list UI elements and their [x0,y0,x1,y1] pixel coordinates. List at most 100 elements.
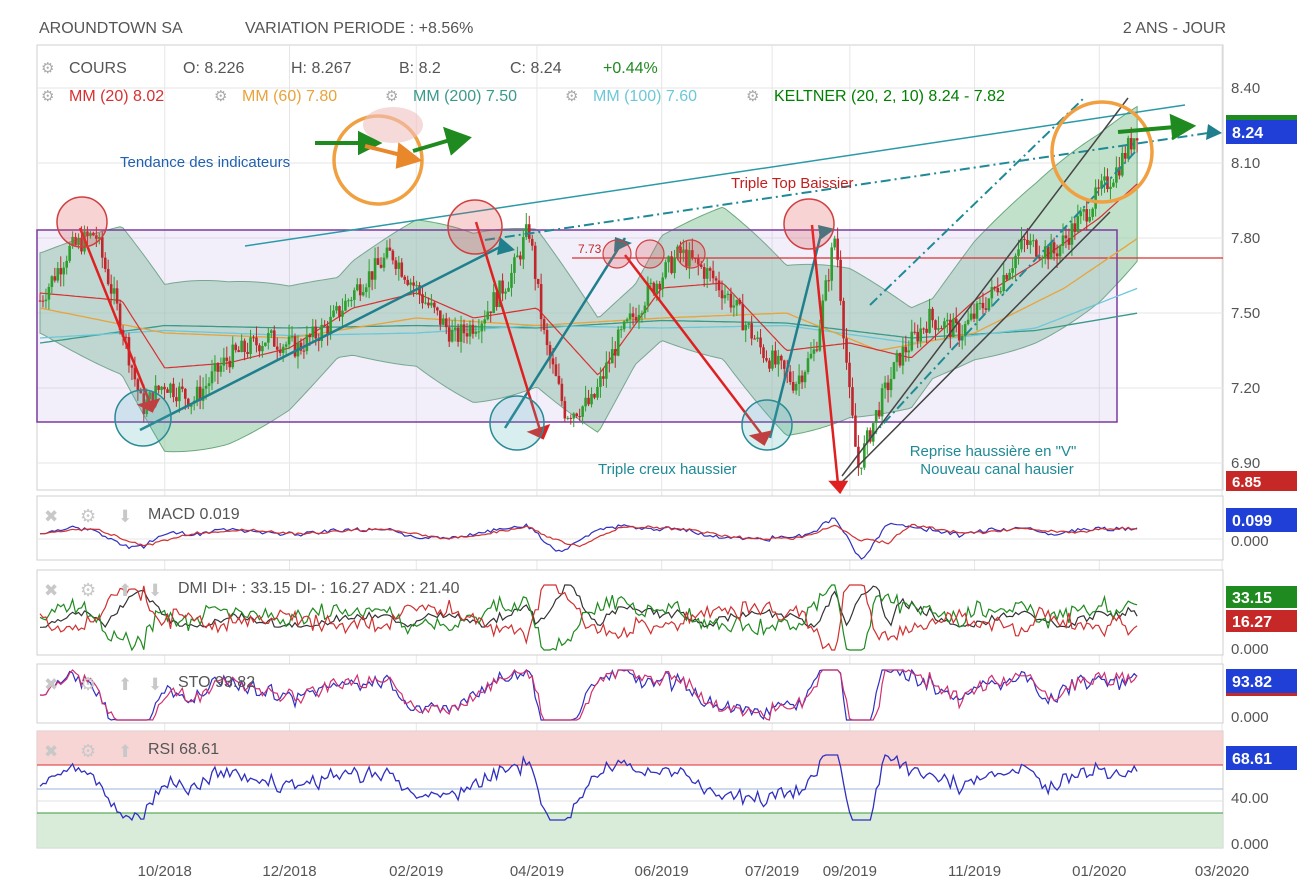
candle-body [655,283,659,294]
candle [269,329,273,339]
dmi-down-icon[interactable]: ⬇ [148,581,162,600]
candle-body [711,270,715,279]
period-selector[interactable]: 2 ANS - JOUR [1123,20,1226,37]
candle [281,343,285,363]
candle [412,275,415,297]
candle [178,382,181,413]
candle [513,253,516,284]
candle [59,256,63,287]
candle-body [112,288,116,294]
rsi-up-icon[interactable]: ⬆ [118,742,132,761]
candle [163,383,166,400]
candle-body [175,397,178,402]
candle [788,365,792,385]
candle-body [1032,240,1035,242]
rsi-gear-icon[interactable]: ⚙ [80,741,96,761]
candle-body [1088,216,1091,222]
candle [554,356,558,377]
sto-up-icon[interactable]: ⬆ [118,675,132,694]
candle [507,281,510,292]
macd-gear-icon[interactable]: ⚙ [80,506,96,526]
candle [501,273,504,302]
candle-body [723,295,727,299]
candle-body [830,247,834,281]
macd-zero-tick: 0.000 [1231,533,1269,550]
macd-signal-line [40,523,1138,548]
mm20-gear-icon[interactable]: ⚙ [41,88,54,105]
candle [643,301,647,319]
candle [1088,208,1091,223]
sto-down-icon[interactable]: ⬇ [148,675,162,694]
mm200-gear-icon[interactable]: ⚙ [385,88,398,105]
candle-body [38,300,42,302]
candle-body [545,329,549,346]
candle-body [181,386,184,389]
candle [468,320,472,345]
candle-body [1002,274,1005,292]
candle-body [762,347,765,359]
candle [845,328,848,370]
candle [216,362,220,385]
candle [735,299,739,316]
candle [115,280,119,311]
candle-body [1123,152,1127,159]
candle-body [397,262,401,269]
candle [572,412,576,428]
sto-badge [1226,669,1297,693]
candle [441,314,445,326]
candle [557,363,561,386]
candle [228,356,232,374]
macd-close-icon[interactable]: ✖ [44,507,58,526]
candle-body [338,306,341,317]
macd-down-icon[interactable]: ⬇ [118,507,132,526]
sto-gear-icon[interactable]: ⚙ [80,674,96,694]
candle [625,317,629,323]
candle [622,320,626,332]
long-resistance-line [244,104,1186,247]
bearish-arrow-head [136,398,161,413]
mm100-gear-icon[interactable]: ⚙ [565,88,578,105]
sto-badge-text: 93.82 [1232,674,1272,691]
candle [934,319,937,341]
dmi-gear-icon[interactable]: ⚙ [80,580,96,600]
candle [631,306,635,326]
candle [750,315,753,346]
rsi-close-icon[interactable]: ✖ [44,742,58,761]
candle [98,232,101,245]
candle-body [578,416,581,418]
candle-body [880,388,884,417]
cours-gear-icon[interactable]: ⚙ [41,60,54,77]
sto-k-line [39,668,1138,721]
candle-body [747,323,750,325]
candle-body [524,224,528,238]
candle [1058,244,1062,263]
candle-body [658,283,662,290]
candle [459,315,463,353]
candle-body [774,350,777,365]
candle-body [347,300,350,302]
candle [560,378,564,406]
candle [661,272,664,298]
candle-body [874,410,878,424]
candle [1100,173,1103,196]
dmi-up-icon[interactable]: ⬆ [118,581,132,600]
candle-body [255,337,258,346]
candle-body [492,292,495,314]
candle [836,227,839,268]
keltner-gear-icon[interactable]: ⚙ [746,88,759,105]
dmi-close-icon[interactable]: ✖ [44,581,58,600]
candle-body [824,280,828,301]
candle-body [118,303,122,331]
candle [341,298,344,327]
candle [504,288,507,300]
candle-body [275,346,279,350]
candle-body [622,321,626,330]
candle-body [563,401,567,419]
candle [797,364,801,397]
mm200-legend: MM (200) 7.50 [413,88,517,105]
sto-close-icon[interactable]: ✖ [44,675,58,694]
mm60-gear-icon[interactable]: ⚙ [214,88,227,105]
candle-body [637,314,641,321]
candle-body [812,349,816,354]
